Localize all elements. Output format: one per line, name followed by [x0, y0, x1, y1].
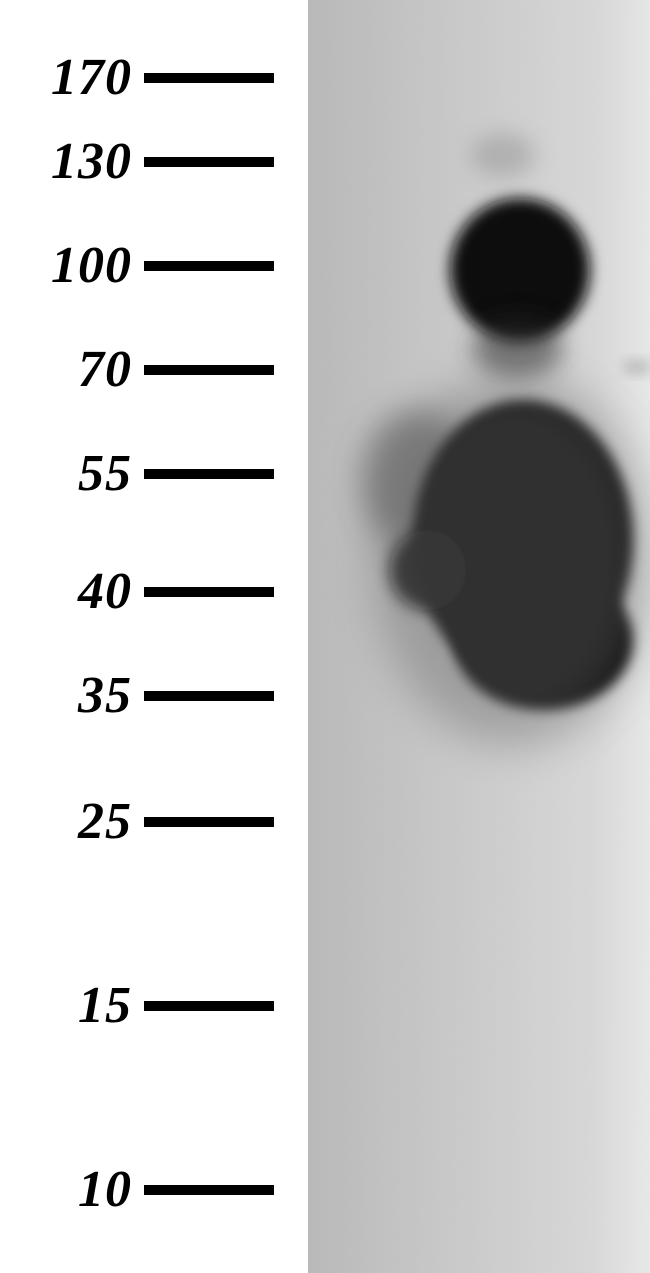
marker-label: 55	[0, 448, 144, 500]
marker-170kDa: 170	[0, 56, 274, 100]
marker-35kDa: 35	[0, 674, 274, 718]
marker-tick	[144, 691, 274, 701]
marker-tick	[144, 469, 274, 479]
band-upper-band-tail	[473, 318, 563, 378]
marker-label: 100	[0, 240, 144, 292]
marker-label: 70	[0, 344, 144, 396]
marker-130kDa: 130	[0, 140, 274, 184]
marker-tick	[144, 73, 274, 83]
marker-25kDa: 25	[0, 800, 274, 844]
western-blot-figure: 170 130 100 70 55 40 35 25 15 10	[0, 0, 650, 1273]
molecular-weight-ladder: 170 130 100 70 55 40 35 25 15 10	[0, 0, 300, 1273]
marker-label: 35	[0, 670, 144, 722]
marker-label: 130	[0, 136, 144, 188]
marker-40kDa: 40	[0, 570, 274, 614]
marker-label: 10	[0, 1164, 144, 1216]
marker-label: 40	[0, 566, 144, 618]
marker-tick	[144, 1185, 274, 1195]
marker-tick	[144, 365, 274, 375]
marker-15kDa: 15	[0, 984, 274, 1028]
marker-55kDa: 55	[0, 452, 274, 496]
marker-tick	[144, 817, 274, 827]
marker-100kDa: 100	[0, 244, 274, 288]
marker-label: 25	[0, 796, 144, 848]
marker-label: 15	[0, 980, 144, 1032]
marker-10kDa: 10	[0, 1168, 274, 1212]
band-main-band-halo	[373, 375, 650, 745]
marker-label: 170	[0, 52, 144, 104]
marker-tick	[144, 587, 274, 597]
band-right-edge-smudge	[624, 360, 650, 374]
marker-tick	[144, 261, 274, 271]
marker-tick	[144, 157, 274, 167]
marker-70kDa: 70	[0, 348, 274, 392]
band-faint-top-smudge	[471, 133, 535, 177]
blot-membrane	[308, 0, 650, 1273]
marker-tick	[144, 1001, 274, 1011]
membrane-svg	[308, 0, 650, 1273]
